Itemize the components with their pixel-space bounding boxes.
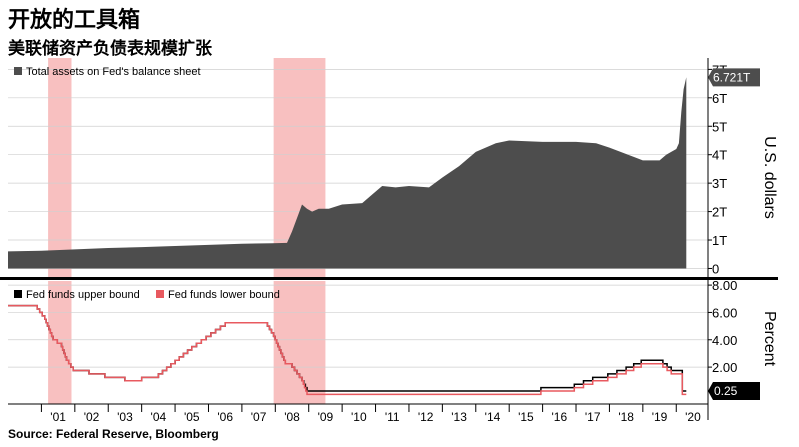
rates-y-tick-label-2: 6.00: [712, 305, 737, 320]
lower-bound-legend-swatch: [156, 290, 164, 298]
assets-y-tick-label-4: 4T: [712, 148, 727, 163]
total-assets-area: [8, 77, 687, 269]
assets-y-tick-label-0: 0: [712, 261, 719, 276]
upper-bound-line: [8, 304, 687, 392]
x-tick-label-2002: '02: [84, 410, 100, 424]
lower-bound-legend-label: Fed funds lower bound: [168, 289, 280, 301]
assets-y-axis-label: U.S. dollars: [761, 136, 778, 219]
recession-bands-bottom: [48, 281, 326, 404]
rates-y-tick-label-0: 2.00: [712, 360, 737, 375]
x-tick-label-2004: '04: [151, 410, 167, 424]
assets-latest-value: 6.721T: [713, 70, 751, 84]
assets-y-tick-label-5: 5T: [712, 119, 727, 134]
x-tick-label-2007: '07: [251, 410, 267, 424]
x-tick-label-2009: '09: [318, 410, 334, 424]
assets-y-tick-label-6: 6T: [712, 91, 727, 106]
rates-y-tick-labels: 2.00 4.00 6.00 8.00: [712, 278, 737, 375]
x-tick-label-2018: '18: [618, 410, 634, 424]
x-tick-label-2010: '10: [351, 410, 367, 424]
rates-y-tick-label-1: 4.00: [712, 333, 737, 348]
rates-latest-value-tag: 0.25: [708, 382, 760, 401]
x-tick-label-2014: '14: [485, 410, 501, 424]
assets-latest-value-tag: 6.721T: [708, 68, 760, 87]
page-subtitle: 美联储资产负债表规模扩张: [8, 39, 212, 58]
rates-gridlines: [8, 284, 712, 368]
recession-band-top-0: [48, 58, 72, 277]
assets-legend-label: Total assets on Fed's balance sheet: [26, 66, 201, 78]
assets-legend: Total assets on Fed's balance sheet: [14, 66, 201, 78]
x-tick-label-2012: '12: [418, 410, 434, 424]
assets-y-tick-label-1: 1T: [712, 233, 727, 248]
assets-y-tick-label-3: 3T: [712, 176, 727, 191]
x-axis-ticks: '01 '02 '03 '04 '05 '06 '07 '08 '09 '10 '11 '12 '13 '…: [40, 404, 701, 424]
x-tick-label-2016: '16: [551, 410, 567, 424]
rates-y-tick-label-3: 8.00: [712, 278, 737, 293]
lower-bound-line: [8, 304, 687, 396]
x-tick-label-2019: '19: [652, 410, 668, 424]
x-tick-label-2013: '13: [451, 410, 467, 424]
x-tick-label-2003: '03: [117, 410, 133, 424]
assets-legend-swatch: [14, 67, 22, 75]
x-tick-label-2005: '05: [184, 410, 200, 424]
upper-bound-legend-label: Fed funds upper bound: [26, 289, 140, 301]
rates-legend: Fed funds upper bound Fed funds lower bo…: [14, 289, 280, 301]
rates-latest-value: 0.25: [714, 384, 738, 398]
x-tick-label-2017: '17: [585, 410, 601, 424]
assets-y-tick-labels: 01T2T3T4T5T6T7T: [712, 62, 727, 276]
x-tick-label-2006: '06: [217, 410, 233, 424]
x-tick-label-2020: '20: [685, 410, 701, 424]
upper-bound-legend-swatch: [14, 290, 22, 298]
x-tick-label-2011: '11: [385, 410, 400, 424]
source-note: Source: Federal Reserve, Bloomberg: [8, 427, 219, 441]
x-tick-label-2015: '15: [518, 410, 534, 424]
panel-divider: [0, 277, 778, 280]
x-tick-label-2001: '01: [50, 410, 66, 424]
assets-latest-value-shape: [708, 68, 760, 87]
rates-y-axis-label: Percent: [761, 311, 778, 367]
recession-band-bottom-1: [273, 281, 326, 404]
x-tick-label-2008: '08: [284, 410, 300, 424]
rates-latest-value-shape: [708, 382, 760, 401]
page-title: 开放的工具箱: [8, 7, 141, 32]
assets-y-tick-label-2: 2T: [712, 205, 727, 220]
